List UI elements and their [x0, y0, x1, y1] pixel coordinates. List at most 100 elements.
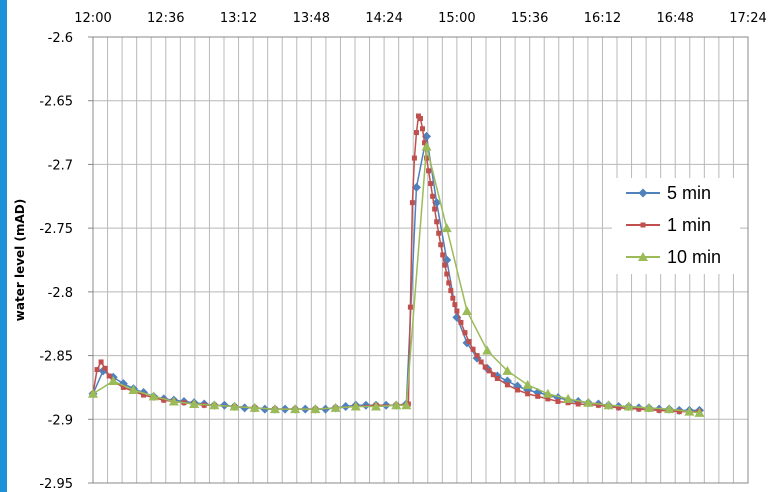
- data-point-1-min: [462, 330, 468, 336]
- data-point-10-min: [108, 376, 119, 386]
- data-point-1-min: [494, 376, 500, 382]
- y-axis-ticks: -2.6 -2.65 -2.7 -2.75 -2.8 -2.85 -2.9 -2.95: [39, 31, 93, 492]
- legend-label-5-min: 5 min: [667, 183, 711, 203]
- data-point-1-min: [440, 252, 446, 258]
- data-point-1-min: [411, 155, 417, 161]
- data-point-10-min: [694, 407, 705, 417]
- data-point-1-min: [470, 346, 476, 352]
- y-tick-label: -2.9: [48, 413, 73, 428]
- data-point-1-min: [432, 206, 438, 212]
- series-line-5-min: [92, 136, 700, 412]
- data-point-1-min: [420, 126, 426, 132]
- data-point-1-min: [545, 396, 551, 402]
- data-point-10-min: [643, 402, 654, 412]
- data-point-1-min: [438, 242, 444, 248]
- legend-entry-5-min: 5 min: [626, 183, 711, 203]
- plot-area-frame: [92, 36, 749, 484]
- data-point-1-min: [448, 288, 454, 294]
- data-point-10-min: [603, 400, 614, 410]
- data-point-10-min: [542, 388, 553, 398]
- data-point-10-min: [168, 396, 179, 406]
- data-point-1-min: [444, 271, 450, 277]
- data-point-10-min: [371, 401, 382, 411]
- data-point-1-min: [636, 406, 642, 412]
- data-point-10-min: [623, 401, 634, 411]
- y-tick-label: -2.65: [39, 95, 73, 110]
- data-point-1-min: [102, 365, 108, 371]
- data-point-10-min: [269, 404, 280, 414]
- data-point-1-min: [141, 392, 147, 398]
- x-tick-label: 16:48: [656, 11, 693, 26]
- x-tick-label: 16:12: [584, 11, 621, 26]
- data-point-1-min: [504, 382, 510, 388]
- data-point-10-min: [128, 384, 139, 394]
- data-point-1-min: [490, 372, 496, 378]
- y-tick-label: -2.6: [48, 31, 73, 46]
- legend-marker-5-min: [638, 188, 648, 198]
- data-point-10-min: [563, 393, 574, 403]
- legend-label-1-min: 1 min: [667, 215, 711, 235]
- data-point-1-min: [656, 407, 662, 413]
- data-point-1-min: [430, 193, 436, 199]
- y-tick-label: -2.75: [39, 222, 73, 237]
- series-line-10-min: [92, 146, 700, 414]
- data-point-1-min: [676, 409, 682, 415]
- data-point-1-min: [161, 397, 167, 403]
- data-point-1-min: [424, 155, 430, 161]
- data-point-10-min: [189, 398, 200, 408]
- data-point-1-min: [486, 368, 492, 374]
- x-tick-label: 13:12: [220, 11, 257, 26]
- data-point-1-min: [94, 367, 100, 373]
- series-group: [88, 113, 705, 417]
- left-edge-stripe: [0, 0, 7, 492]
- data-point-1-min: [442, 262, 448, 268]
- x-tick-label: 17:24: [729, 11, 766, 26]
- data-point-1-min: [120, 384, 126, 390]
- data-point-10-min: [330, 402, 341, 412]
- data-point-1-min: [428, 181, 434, 187]
- data-point-10-min: [482, 345, 493, 355]
- data-point-10-min: [229, 401, 240, 411]
- data-point-1-min: [474, 353, 480, 359]
- x-tick-label: 15:36: [511, 11, 548, 26]
- legend-marker-10-min: [638, 252, 648, 261]
- x-axis-ticks: 12:00 12:36 13:12 13:48 14:24 15:00 15:36 16:12…: [74, 11, 766, 26]
- y-axis-label: water level (mAD): [13, 199, 27, 321]
- data-point-10-min: [664, 404, 675, 414]
- y-tick-label: -2.95: [39, 477, 73, 492]
- data-point-10-min: [350, 401, 361, 411]
- data-point-1-min: [436, 230, 442, 236]
- data-point-10-min: [421, 141, 432, 151]
- x-tick-label: 14:24: [365, 11, 402, 26]
- legend-entry-10-min: 10 min: [626, 247, 721, 267]
- data-point-10-min: [148, 391, 159, 401]
- data-point-1-min: [98, 359, 104, 365]
- y-tick-label: -2.7: [48, 158, 73, 173]
- data-point-10-min: [461, 305, 472, 315]
- data-point-1-min: [415, 113, 421, 119]
- data-point-10-min: [391, 400, 402, 410]
- data-point-1-min: [535, 393, 541, 399]
- data-point-1-min: [409, 200, 415, 206]
- data-point-1-min: [555, 398, 561, 404]
- data-point-1-min: [466, 339, 472, 345]
- x-tick-label: 12:36: [147, 11, 184, 26]
- data-point-5-min: [411, 182, 421, 192]
- data-point-1-min: [525, 391, 531, 397]
- data-point-1-min: [446, 280, 452, 286]
- data-point-1-min: [452, 302, 458, 308]
- data-point-10-min: [583, 397, 594, 407]
- y-tick-label: -2.85: [39, 350, 73, 365]
- data-point-1-min: [407, 304, 413, 310]
- series-10-min: [88, 141, 705, 417]
- data-point-1-min: [458, 319, 464, 325]
- data-point-10-min: [441, 223, 452, 233]
- data-point-10-min: [209, 400, 220, 410]
- legend-marker-1-min: [640, 222, 646, 228]
- data-point-10-min: [290, 404, 301, 414]
- data-point-10-min: [249, 402, 260, 412]
- data-point-1-min: [616, 405, 622, 411]
- data-point-1-min: [426, 168, 432, 174]
- legend-entry-1-min: 1 min: [626, 215, 711, 235]
